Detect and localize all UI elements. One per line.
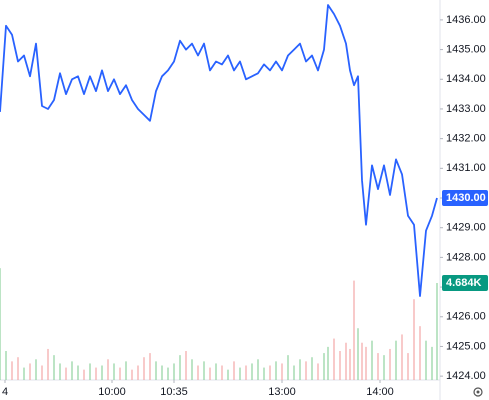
y-tick-label: 1431.00 bbox=[446, 162, 486, 174]
volume-bar bbox=[185, 351, 187, 380]
volume-bar bbox=[389, 348, 391, 380]
volume-bar bbox=[327, 346, 329, 380]
volume-bar bbox=[53, 355, 55, 380]
volume-bar bbox=[395, 340, 397, 380]
volume-bar bbox=[155, 361, 157, 380]
volume-bar bbox=[59, 363, 61, 380]
volume-bar bbox=[113, 363, 115, 380]
volume-bar bbox=[221, 365, 223, 380]
volume-bar bbox=[23, 367, 25, 380]
volume-bar bbox=[11, 361, 13, 380]
volume-bar bbox=[203, 361, 205, 380]
volume-bar bbox=[339, 351, 341, 380]
y-tick-label: 1424.00 bbox=[446, 370, 486, 382]
volume-bar bbox=[131, 369, 133, 380]
y-tick-label: 1426.00 bbox=[446, 311, 486, 323]
volume-bar bbox=[197, 365, 199, 380]
volume-bar bbox=[29, 363, 31, 380]
volume-bar bbox=[173, 363, 175, 380]
volume-bar bbox=[71, 361, 73, 380]
x-tick-label: 4 bbox=[2, 386, 8, 398]
volume-bar bbox=[17, 357, 19, 380]
volume-bar bbox=[401, 334, 403, 380]
y-tick-label: 1436.00 bbox=[446, 14, 486, 26]
volume-bar bbox=[245, 365, 247, 380]
volume-bar bbox=[413, 299, 415, 380]
y-tick-label: 1432.00 bbox=[446, 133, 486, 145]
volume-bar bbox=[89, 363, 91, 380]
y-tick-label: 1428.00 bbox=[446, 251, 486, 263]
volume-bar bbox=[149, 353, 151, 380]
y-tick-label: 1433.00 bbox=[446, 103, 486, 115]
volume-bar bbox=[281, 363, 283, 380]
volume-bar bbox=[407, 353, 409, 380]
volume-bar bbox=[431, 346, 433, 380]
volume-bar bbox=[95, 367, 97, 380]
volume-bar bbox=[436, 283, 438, 380]
volume-bar bbox=[311, 357, 313, 380]
volume-bar bbox=[83, 369, 85, 380]
volume-bar bbox=[101, 365, 103, 380]
volume-bar bbox=[293, 365, 295, 380]
volume-bar bbox=[35, 359, 37, 380]
volume-bar bbox=[191, 359, 193, 380]
volume-bar bbox=[107, 359, 109, 380]
volume-bar bbox=[383, 355, 385, 380]
volume-bar bbox=[239, 367, 241, 380]
volume-bar bbox=[0, 268, 1, 380]
volume-bar bbox=[65, 367, 67, 380]
x-tick-label: 13:00 bbox=[268, 386, 296, 398]
volume-bar bbox=[215, 363, 217, 380]
volume-bar bbox=[233, 361, 235, 380]
volume-bar bbox=[161, 365, 163, 380]
price-tag-label: 1430.00 bbox=[446, 192, 486, 204]
volume-bar bbox=[263, 367, 265, 380]
volume-bar bbox=[371, 340, 373, 380]
volume-bar bbox=[317, 363, 319, 380]
volume-bar bbox=[365, 346, 367, 380]
volume-bar bbox=[41, 365, 43, 380]
volume-bar bbox=[167, 367, 169, 380]
volume-bar bbox=[77, 365, 79, 380]
volume-bar bbox=[209, 367, 211, 380]
x-tick-label: 10:35 bbox=[160, 386, 188, 398]
volume-bar bbox=[5, 351, 7, 380]
price-line bbox=[0, 4, 438, 297]
volume-bar bbox=[119, 367, 121, 380]
volume-bar bbox=[287, 355, 289, 380]
price-tag bbox=[442, 190, 488, 207]
x-tick-label: 10:00 bbox=[98, 386, 126, 398]
volume-bar bbox=[323, 353, 325, 380]
volume-bar bbox=[179, 355, 181, 380]
volume-bar bbox=[47, 348, 49, 380]
volume-bar bbox=[357, 328, 359, 380]
y-tick-label: 1434.00 bbox=[446, 73, 486, 85]
volume-bar bbox=[227, 369, 229, 380]
volume-bar bbox=[125, 361, 127, 380]
x-tick-label: 14:00 bbox=[366, 386, 394, 398]
volume-bar bbox=[305, 361, 307, 380]
volume-bar bbox=[143, 357, 145, 380]
volume-bar bbox=[349, 348, 351, 380]
volume-bar bbox=[425, 340, 427, 380]
volume-bar bbox=[137, 365, 139, 380]
volume-bar bbox=[377, 353, 379, 380]
volume-bar bbox=[419, 326, 421, 380]
volume-bar bbox=[345, 342, 347, 380]
volume-bar bbox=[361, 342, 363, 380]
volume-tag bbox=[442, 275, 488, 292]
y-tick-label: 1425.00 bbox=[446, 340, 486, 352]
volume-bar bbox=[299, 359, 301, 380]
volume-bar bbox=[269, 365, 271, 380]
volume-bar bbox=[275, 361, 277, 380]
y-tick-label: 1435.00 bbox=[446, 43, 486, 55]
volume-bar bbox=[353, 280, 355, 380]
volume-bar bbox=[251, 363, 253, 380]
settings-icon[interactable] bbox=[473, 387, 483, 397]
y-tick-label: 1429.00 bbox=[446, 222, 486, 234]
volume-bar bbox=[257, 359, 259, 380]
volume-bar bbox=[333, 338, 335, 380]
volume-tag-label: 4.684K bbox=[446, 277, 482, 289]
